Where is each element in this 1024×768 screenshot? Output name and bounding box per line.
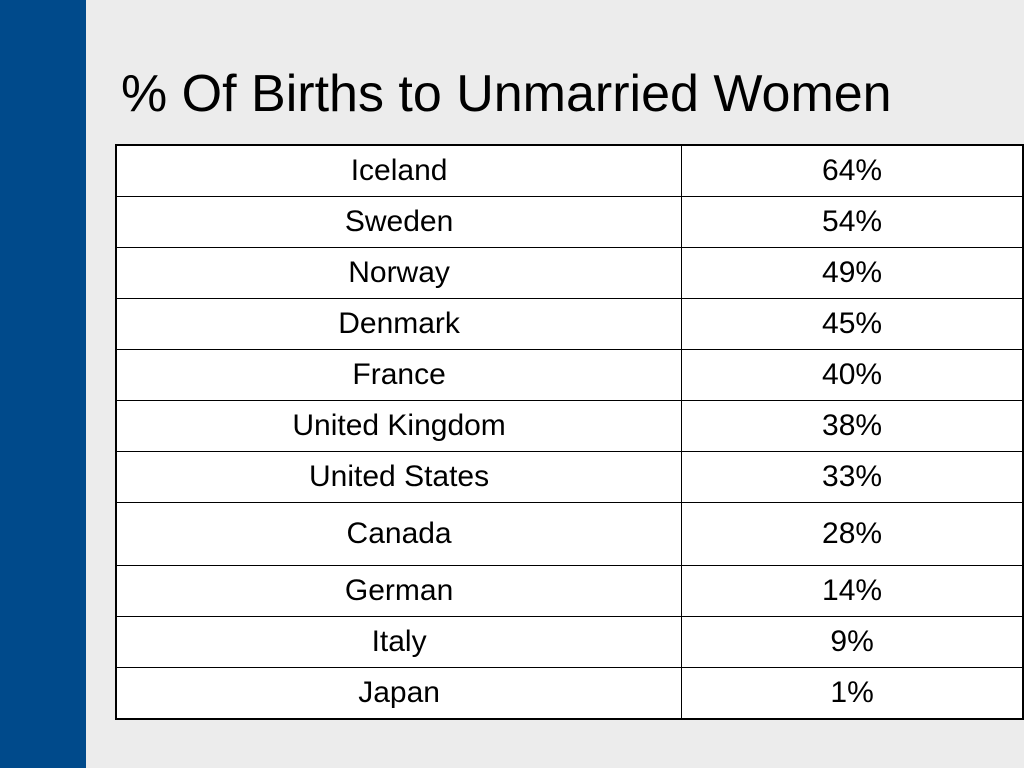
percent-cell: 1%	[681, 667, 1024, 720]
percent-cell: 33%	[681, 451, 1024, 503]
country-cell: United States	[115, 451, 683, 503]
country-cell: Japan	[115, 667, 683, 720]
slide-title: % Of Births to Unmarried Women	[121, 65, 892, 123]
percent-cell: 40%	[681, 349, 1024, 401]
percent-cell: 28%	[681, 502, 1024, 566]
country-cell: France	[115, 349, 683, 401]
table-row: German 14%	[115, 565, 1024, 617]
table-row: Japan 1%	[115, 667, 1024, 720]
percent-cell: 45%	[681, 298, 1024, 350]
country-cell: German	[115, 565, 683, 617]
table-row: United Kingdom 38%	[115, 400, 1024, 452]
country-cell: Norway	[115, 247, 683, 299]
country-cell: United Kingdom	[115, 400, 683, 452]
side-accent-bar	[0, 0, 86, 768]
table-row: Denmark 45%	[115, 298, 1024, 350]
percent-cell: 9%	[681, 616, 1024, 668]
table-row: United States 33%	[115, 451, 1024, 503]
country-cell: Canada	[115, 502, 683, 566]
percent-cell: 14%	[681, 565, 1024, 617]
percent-cell: 38%	[681, 400, 1024, 452]
percent-cell: 49%	[681, 247, 1024, 299]
births-table: Iceland 64% Sweden 54% Norway 49% Denmar…	[115, 144, 1024, 720]
country-cell: Sweden	[115, 196, 683, 248]
table-row: France 40%	[115, 349, 1024, 401]
percent-cell: 54%	[681, 196, 1024, 248]
country-cell: Iceland	[115, 144, 683, 197]
table-row: Sweden 54%	[115, 196, 1024, 248]
country-cell: Italy	[115, 616, 683, 668]
percent-cell: 64%	[681, 144, 1024, 197]
table-row: Canada 28%	[115, 502, 1024, 566]
table-row: Italy 9%	[115, 616, 1024, 668]
table-row: Norway 49%	[115, 247, 1024, 299]
country-cell: Denmark	[115, 298, 683, 350]
table-row: Iceland 64%	[115, 144, 1024, 197]
